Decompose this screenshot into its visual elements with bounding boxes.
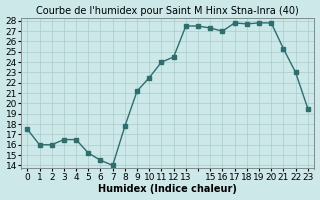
X-axis label: Humidex (Indice chaleur): Humidex (Indice chaleur) bbox=[98, 184, 237, 194]
Title: Courbe de l'humidex pour Saint M Hinx Stna-Inra (40): Courbe de l'humidex pour Saint M Hinx St… bbox=[36, 6, 299, 16]
